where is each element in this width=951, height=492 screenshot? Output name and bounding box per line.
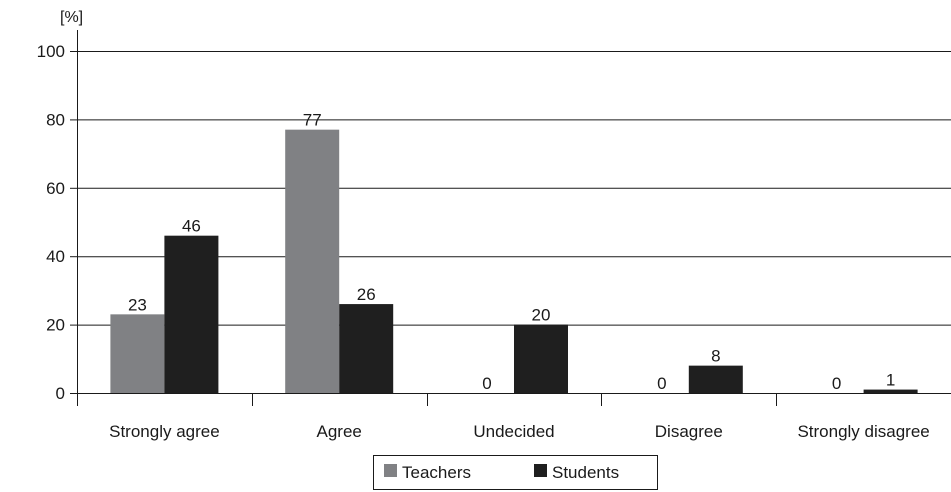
- category-label: Strongly agree: [109, 422, 220, 441]
- x-axis-ticks: [77, 393, 777, 406]
- y-tick-label: 20: [46, 316, 65, 335]
- data-label: 8: [711, 347, 720, 366]
- bar-students-disagree: [688, 365, 743, 393]
- gridlines: [77, 51, 951, 326]
- data-label: 77: [303, 111, 322, 130]
- data-label: 46: [182, 217, 201, 236]
- data-label: 23: [128, 295, 147, 314]
- category-label: Strongly disagree: [797, 422, 929, 441]
- y-axis-ticks: 0 20 40 60 80 100: [37, 42, 77, 403]
- legend-swatch: [534, 464, 547, 477]
- legend-swatch: [384, 464, 397, 477]
- y-axis-unit-label: [%]: [60, 9, 83, 26]
- bar-teachers-agree: [285, 129, 340, 393]
- data-label: 0: [482, 374, 491, 393]
- y-tick-label: 0: [56, 384, 65, 403]
- bar-students-strongly-disagree: [863, 389, 918, 393]
- bar-students-undecided: [514, 324, 568, 393]
- category-label: Undecided: [473, 422, 554, 441]
- bar-teachers-strongly-agree: [110, 314, 165, 393]
- data-label: 26: [357, 285, 376, 304]
- category-label: Disagree: [655, 422, 723, 441]
- y-tick-label: 40: [46, 247, 65, 266]
- data-label: 1: [886, 371, 895, 390]
- data-label: 0: [657, 374, 666, 393]
- category-labels: Strongly agree Agree Undecided Disagree Stro…: [109, 422, 930, 441]
- bars: [110, 129, 918, 393]
- y-tick-label: 60: [46, 179, 65, 198]
- legend: Teachers Students: [373, 455, 658, 490]
- data-labels: 23 46 77 26 0 20 0 8 0 1: [128, 111, 895, 393]
- bar-students-strongly-agree: [164, 235, 219, 393]
- data-label: 20: [532, 306, 551, 325]
- category-label: Agree: [317, 422, 362, 441]
- data-label: 0: [832, 374, 841, 393]
- legend-box: [373, 455, 658, 490]
- y-tick-label: 80: [46, 110, 65, 129]
- legend-label: Teachers: [402, 463, 471, 482]
- bar-students-agree: [339, 304, 394, 393]
- legend-label: Students: [552, 463, 619, 482]
- y-tick-label: 100: [37, 42, 65, 61]
